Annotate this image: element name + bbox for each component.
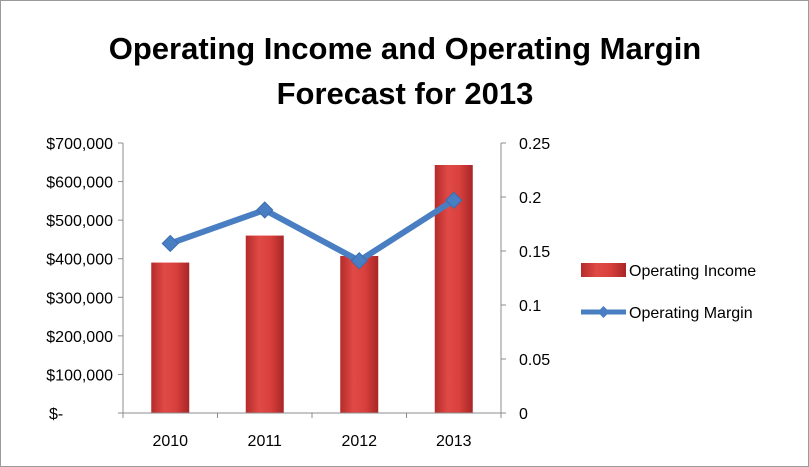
chart-title-line-2: Forecast for 2013	[277, 76, 534, 111]
left-tick-label: $100,000	[46, 367, 113, 384]
plot-area	[151, 164, 473, 413]
legend-operating-income-label: Operating Income	[629, 263, 756, 280]
operating-income-bar	[245, 235, 284, 413]
legend-operating-margin-marker	[597, 306, 610, 318]
left-tick-label: $400,000	[46, 252, 113, 269]
left-tick-label: $200,000	[46, 329, 113, 346]
right-tick-label: 0.2	[519, 190, 541, 207]
operating-margin-point	[161, 234, 179, 253]
x-axis: 2010 2011 2012 2013	[122, 412, 502, 450]
x-tick-label: 2010	[152, 433, 188, 450]
right-tick-label: 0.15	[519, 244, 550, 261]
operating-margin-point	[445, 191, 463, 209]
operating-margin-point	[350, 252, 368, 270]
operating-income-bar	[151, 262, 190, 413]
right-tick-label: 0	[519, 406, 528, 423]
x-tick-label: 2012	[341, 433, 377, 450]
left-tick-label: $300,000	[46, 290, 113, 307]
right-y-axis: 0 0.05 0.1 0.15 0.2 0.25	[500, 136, 550, 423]
operating-income-bar	[340, 256, 379, 413]
operating-margin-point	[256, 201, 274, 219]
legend-operating-margin-label: Operating Margin	[629, 305, 753, 322]
operating-margin-line	[169, 197, 456, 264]
x-tick-label: 2011	[248, 433, 283, 450]
x-tick-label: 2013	[436, 433, 472, 450]
right-tick-label: 0.1	[519, 298, 541, 315]
right-tick-label: 0.05	[519, 352, 550, 369]
left-tick-label: $700,000	[46, 136, 113, 153]
left-tick-label: $500,000	[46, 213, 113, 230]
right-tick-label: 0.25	[519, 136, 550, 153]
left-tick-label: $600,000	[46, 175, 113, 192]
legend-operating-income-swatch	[581, 263, 626, 277]
chart-legend: Operating Income Operating Margin	[581, 263, 756, 322]
left-tick-label: $-	[49, 406, 63, 423]
chart-title-line-1: Operating Income and Operating Margin	[109, 31, 702, 66]
left-y-axis: $- $100,000 $200,000 $300,000 $400,000 $500,0…	[46, 136, 124, 423]
